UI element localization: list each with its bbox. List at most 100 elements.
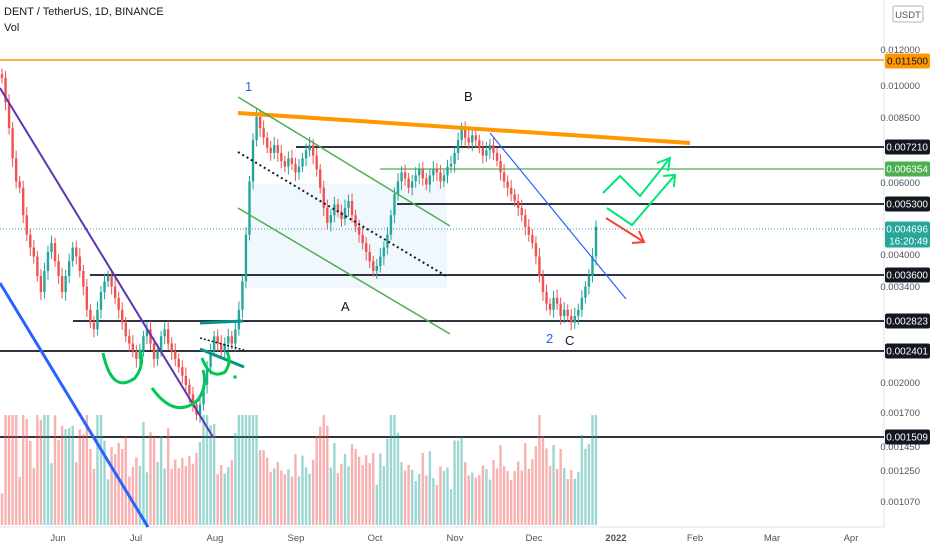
candle-body[interactable]	[329, 215, 333, 223]
candle-body[interactable]	[251, 140, 255, 182]
candle-body[interactable]	[548, 303, 552, 310]
candle-body[interactable]	[255, 116, 258, 141]
candle-body[interactable]	[319, 169, 322, 188]
candle-body[interactable]	[82, 270, 85, 287]
candle-body[interactable]	[202, 384, 205, 405]
candle-body[interactable]	[566, 309, 569, 317]
candle-body[interactable]	[290, 158, 294, 164]
candle-body[interactable]	[400, 172, 403, 182]
candle-body[interactable]	[209, 351, 212, 368]
candle-body[interactable]	[43, 270, 46, 293]
candle-body[interactable]	[449, 163, 453, 167]
candle-body[interactable]	[357, 226, 361, 235]
candle-body[interactable]	[541, 276, 545, 293]
candle-body[interactable]	[552, 297, 555, 310]
price-tag[interactable]	[885, 221, 930, 248]
cup-right-shoulder[interactable]	[200, 351, 231, 376]
candle-body[interactable]	[85, 286, 89, 310]
candle-body[interactable]	[418, 169, 421, 176]
candle-body[interactable]	[389, 215, 393, 235]
candle-body[interactable]	[492, 145, 495, 153]
candle-body[interactable]	[7, 102, 11, 129]
candle-body[interactable]	[22, 187, 25, 216]
candle-body[interactable]	[410, 181, 414, 188]
cup-left-shoulder[interactable]	[101, 349, 144, 385]
candle-body[interactable]	[340, 211, 343, 219]
descending-trendline-purple[interactable]	[0, 87, 214, 438]
candle-body[interactable]	[103, 281, 106, 293]
bullish-projection-arrow[interactable]	[602, 157, 671, 198]
wave-label-2[interactable]: 2	[546, 331, 553, 346]
candle-body[interactable]	[577, 309, 580, 317]
candle-body[interactable]	[32, 247, 36, 257]
candle-body[interactable]	[234, 329, 237, 344]
candle-body[interactable]	[347, 200, 350, 208]
candle-body[interactable]	[481, 147, 485, 156]
candle-body[interactable]	[509, 187, 513, 195]
candle-body[interactable]	[89, 309, 92, 323]
candle-body[interactable]	[170, 343, 173, 352]
candle-body[interactable]	[517, 200, 520, 208]
candle-body[interactable]	[425, 178, 428, 185]
candle-body[interactable]	[124, 322, 127, 337]
candle-body[interactable]	[230, 336, 234, 344]
candle-body[interactable]	[11, 128, 14, 159]
candle-body[interactable]	[375, 266, 378, 271]
candle-body[interactable]	[555, 297, 559, 304]
candle-body[interactable]	[163, 329, 166, 337]
candle-body[interactable]	[177, 358, 180, 368]
candle-body[interactable]	[396, 181, 400, 195]
candle-body[interactable]	[18, 181, 21, 188]
candle-body[interactable]	[152, 343, 156, 359]
candle-body[interactable]	[128, 336, 131, 344]
candle-body[interactable]	[241, 281, 244, 310]
descending-trendline-blue[interactable]	[0, 282, 150, 528]
candle-body[interactable]	[403, 172, 407, 179]
candle-body[interactable]	[294, 163, 297, 173]
candle-body[interactable]	[379, 256, 382, 267]
candle-body[interactable]	[227, 336, 230, 344]
candle-body[interactable]	[191, 394, 195, 405]
candle-body[interactable]	[446, 166, 449, 176]
candle-body[interactable]	[460, 128, 463, 141]
candle-body[interactable]	[594, 226, 598, 257]
downtrend-breakout-line[interactable]	[489, 132, 627, 300]
channel-upper-line[interactable]	[237, 96, 451, 227]
candle-body[interactable]	[350, 200, 354, 216]
candle-body[interactable]	[439, 172, 442, 182]
candle-body[interactable]	[113, 286, 117, 298]
candle-body[interactable]	[273, 145, 276, 153]
candle-body[interactable]	[432, 169, 435, 176]
candle-body[interactable]	[110, 276, 113, 287]
candle-body[interactable]	[474, 135, 477, 141]
candle-body[interactable]	[442, 175, 446, 182]
candle-body[interactable]	[212, 336, 216, 352]
candle-body[interactable]	[382, 247, 386, 257]
candle-body[interactable]	[364, 243, 368, 252]
candle-body[interactable]	[513, 194, 516, 201]
candle-body[interactable]	[184, 375, 188, 385]
flag-bottom-line[interactable]	[199, 347, 245, 369]
price-tag[interactable]	[885, 161, 930, 177]
candle-body[interactable]	[456, 140, 460, 153]
candle-body[interactable]	[64, 276, 67, 293]
wave-label-a[interactable]: A	[341, 299, 350, 314]
candle-body[interactable]	[0, 74, 4, 78]
candle-body[interactable]	[506, 181, 509, 188]
candle-body[interactable]	[39, 276, 43, 293]
candle-body[interactable]	[488, 145, 492, 151]
candle-body[interactable]	[53, 243, 57, 262]
candle-body[interactable]	[29, 234, 32, 248]
currency-button[interactable]	[892, 5, 924, 23]
candle-body[interactable]	[78, 256, 81, 271]
candle-body[interactable]	[527, 226, 531, 235]
candle-body[interactable]	[361, 234, 364, 244]
candle-body[interactable]	[562, 309, 566, 317]
candle-body[interactable]	[36, 256, 39, 277]
candle-body[interactable]	[386, 234, 389, 248]
candle-body[interactable]	[297, 166, 301, 173]
candle-body[interactable]	[287, 158, 290, 167]
candle-body[interactable]	[534, 243, 538, 257]
candle-body[interactable]	[145, 329, 149, 337]
